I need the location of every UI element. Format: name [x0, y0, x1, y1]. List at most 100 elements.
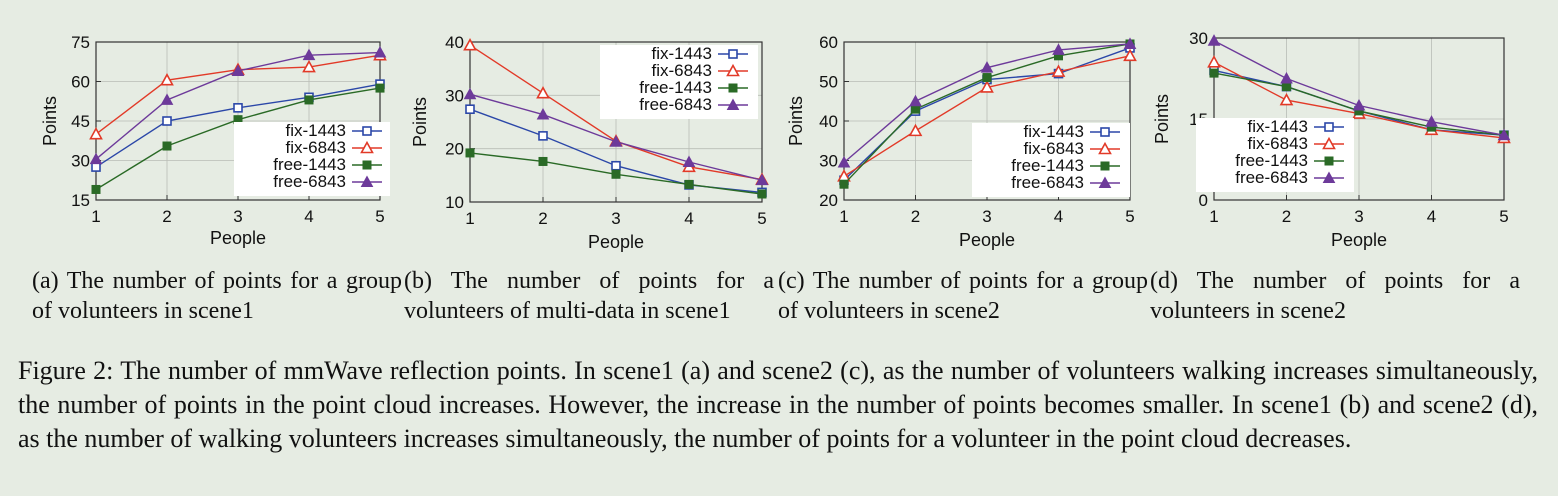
legend-label-fix-1443: fix-1443 — [652, 44, 712, 63]
data-point-free-6843 — [1280, 71, 1293, 84]
y-tick-label: 30 — [1189, 29, 1208, 48]
data-point-free-6843 — [1052, 43, 1065, 55]
x-tick-label: 3 — [233, 207, 242, 226]
x-tick-label: 5 — [1499, 207, 1508, 226]
x-tick-label: 3 — [982, 207, 991, 226]
legend-label-free-1443: free-1443 — [1011, 156, 1084, 175]
legend-label-free-1443: free-1443 — [1235, 151, 1308, 170]
data-point-free-6843 — [373, 45, 387, 58]
y-tick-label: 60 — [71, 73, 90, 92]
legend-label-free-6843: free-6843 — [1011, 173, 1084, 192]
data-point-free-6843 — [909, 94, 922, 107]
data-point-fix-1443 — [91, 162, 101, 172]
legend-marker-fix-1443 — [1100, 127, 1110, 137]
legend-marker-fix-6843 — [1098, 141, 1112, 155]
data-point-fix-6843 — [160, 73, 174, 86]
legend-marker-free-1443 — [362, 160, 372, 170]
legend-label-fix-6843: fix-6843 — [652, 61, 712, 80]
subcaption-c: (c) The number of points for a group of … — [778, 268, 1148, 324]
data-point-free-6843 — [1207, 34, 1221, 46]
legend-marker-fix-6843 — [360, 140, 374, 154]
y-tick-label: 60 — [819, 33, 838, 52]
legend-label-free-1443: free-1443 — [639, 78, 712, 97]
x-axis-label: People — [959, 230, 1015, 250]
x-tick-label: 1 — [91, 207, 100, 226]
data-point-free-6843 — [682, 155, 696, 167]
data-point-free-6843 — [837, 155, 851, 168]
legend-label-fix-1443: fix-1443 — [1248, 117, 1308, 136]
y-axis-label: Points — [1152, 94, 1172, 144]
x-tick-label: 4 — [1054, 207, 1063, 226]
series-free-1443 — [91, 83, 385, 194]
data-point-free-6843 — [755, 173, 769, 186]
data-point-free-6843 — [1352, 98, 1366, 111]
y-tick-label: 20 — [445, 140, 464, 159]
data-point-free-1443 — [611, 169, 621, 179]
data-point-free-1443 — [839, 179, 849, 189]
data-point-fix-1443 — [233, 103, 243, 113]
data-point-free-1443 — [162, 141, 172, 151]
data-point-free-1443 — [304, 95, 314, 105]
data-point-fix-6843 — [536, 86, 550, 99]
legend-marker-free-6843 — [1322, 171, 1336, 183]
x-axis-label: People — [210, 228, 266, 248]
x-tick-label: 5 — [1125, 207, 1134, 226]
data-point-free-6843 — [160, 93, 174, 105]
y-tick-label: 40 — [445, 33, 464, 52]
x-axis-label: People — [588, 232, 644, 252]
x-tick-label: 4 — [304, 207, 313, 226]
legend-marker-fix-1443 — [362, 126, 372, 136]
figure-caption: Figure 2: The number of mmWave reflectio… — [18, 356, 1538, 453]
series-free-1443 — [465, 148, 767, 199]
data-point-free-1443 — [982, 73, 992, 83]
x-axis-label: People — [1331, 230, 1387, 250]
data-point-fix-6843 — [1279, 92, 1294, 106]
x-tick-label: 2 — [162, 207, 171, 226]
series-free-6843 — [463, 87, 769, 186]
x-tick-label: 5 — [757, 209, 766, 228]
data-point-free-6843 — [463, 87, 477, 100]
data-point-free-1443 — [375, 83, 385, 93]
legend-marker-fix-1443 — [1324, 122, 1334, 132]
y-tick-label: 50 — [819, 73, 838, 92]
y-tick-label: 15 — [71, 191, 90, 210]
legend-label-free-1443: free-1443 — [273, 155, 346, 174]
y-tick-label: 30 — [71, 152, 90, 171]
legend-marker-free-1443 — [1100, 161, 1110, 171]
data-point-fix-6843 — [89, 127, 103, 140]
data-point-free-6843 — [89, 152, 103, 165]
data-point-free-1443 — [465, 148, 475, 158]
legend-label-free-6843: free-6843 — [273, 172, 346, 191]
y-tick-label: 40 — [819, 112, 838, 131]
y-tick-label: 45 — [71, 112, 90, 131]
legend-marker-free-1443 — [1324, 156, 1334, 166]
legend-marker-fix-1443 — [728, 49, 738, 59]
legend-label-fix-6843: fix-6843 — [1024, 139, 1084, 158]
data-point-free-6843 — [1425, 115, 1438, 127]
chart-b: 1 2 3 4 5 10 20 30 40 People Points fix-1443fix-684… — [410, 33, 769, 252]
data-point-free-6843 — [536, 107, 550, 120]
legend-label-fix-1443: fix-1443 — [286, 121, 346, 140]
data-point-fix-6843 — [1207, 55, 1221, 68]
subcaption-a: (a) The number of points for a group of … — [32, 268, 402, 324]
charts-row: 1 2 3 4 5 15 30 45 60 75 People Points fix-1443 fix-6… — [40, 29, 1511, 252]
subcaption-d: (d) The number of points for a volunteer… — [1150, 268, 1520, 324]
series-free-6843 — [837, 37, 1137, 168]
series-fix-6843 — [837, 48, 1137, 182]
data-point-free-1443 — [91, 184, 101, 194]
y-axis-label: Points — [410, 97, 430, 147]
data-point-fix-1443 — [162, 116, 172, 126]
data-point-fix-6843 — [908, 123, 923, 137]
data-point-fix-6843 — [302, 59, 316, 73]
x-tick-label: 5 — [375, 207, 384, 226]
data-point-fix-6843 — [1051, 64, 1066, 77]
chart-c: 1 2 3 4 5 20 30 40 50 60 People Points fix-1443fix-6… — [786, 33, 1137, 250]
data-point-free-1443 — [911, 104, 920, 114]
data-point-fix-6843 — [980, 80, 994, 93]
x-tick-label: 2 — [538, 209, 547, 228]
data-point-free-1443 — [757, 189, 767, 199]
